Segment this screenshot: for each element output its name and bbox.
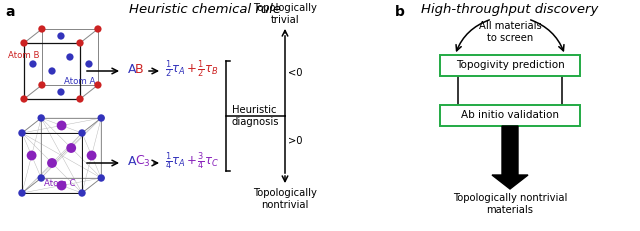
Circle shape: [58, 88, 65, 96]
Text: A: A: [128, 63, 136, 76]
Circle shape: [57, 181, 67, 190]
Circle shape: [97, 114, 105, 122]
Text: $+\,\frac{3}{4}\tau_C$: $+\,\frac{3}{4}\tau_C$: [186, 151, 220, 172]
Circle shape: [94, 81, 102, 89]
Text: All materials
to screen: All materials to screen: [479, 21, 541, 43]
Circle shape: [20, 39, 28, 47]
Circle shape: [78, 129, 86, 137]
Circle shape: [58, 32, 65, 40]
Circle shape: [38, 174, 45, 182]
Circle shape: [67, 143, 76, 153]
Text: A: A: [128, 155, 136, 168]
Text: Ab initio validation: Ab initio validation: [461, 110, 559, 121]
Text: Heuristic chemical rule: Heuristic chemical rule: [129, 3, 281, 16]
Text: High-throughput discovery: High-throughput discovery: [421, 3, 598, 16]
Circle shape: [85, 60, 93, 68]
Text: Heuristic
diagnosis: Heuristic diagnosis: [232, 105, 280, 127]
Text: C$_3$: C$_3$: [135, 154, 151, 169]
Circle shape: [47, 158, 57, 168]
Text: >0: >0: [288, 137, 303, 146]
Text: $\frac{1}{4}\tau_A$: $\frac{1}{4}\tau_A$: [165, 151, 186, 172]
Circle shape: [19, 189, 26, 197]
Circle shape: [76, 95, 84, 103]
Circle shape: [27, 151, 36, 160]
Text: Topologically nontrivial
materials: Topologically nontrivial materials: [453, 193, 567, 215]
Circle shape: [57, 121, 67, 131]
Polygon shape: [492, 126, 528, 189]
Circle shape: [38, 25, 45, 33]
Bar: [440, 55, 580, 76]
Text: B: B: [135, 63, 143, 76]
Circle shape: [38, 81, 45, 89]
Circle shape: [67, 53, 74, 61]
Text: Atom B: Atom B: [8, 52, 40, 61]
Circle shape: [86, 151, 97, 160]
Text: Atom C: Atom C: [44, 179, 76, 188]
Circle shape: [49, 67, 56, 75]
Circle shape: [94, 25, 102, 33]
Bar: [440, 105, 580, 126]
Text: <0: <0: [288, 68, 303, 78]
Text: Topologically
nontrivial: Topologically nontrivial: [253, 188, 317, 210]
Circle shape: [29, 60, 36, 68]
Circle shape: [20, 95, 28, 103]
Circle shape: [38, 114, 45, 122]
Circle shape: [78, 189, 86, 197]
Text: $\frac{1}{2}\tau_A$: $\frac{1}{2}\tau_A$: [165, 59, 186, 80]
Text: b: b: [395, 5, 405, 19]
Circle shape: [19, 129, 26, 137]
Text: Topogivity prediction: Topogivity prediction: [456, 61, 564, 70]
Circle shape: [76, 39, 84, 47]
Text: a: a: [5, 5, 15, 19]
Circle shape: [97, 174, 105, 182]
Text: Topologically
trivial: Topologically trivial: [253, 3, 317, 24]
Text: $+\,\frac{1}{2}\tau_B$: $+\,\frac{1}{2}\tau_B$: [186, 59, 219, 80]
Text: Atom A: Atom A: [64, 76, 95, 85]
